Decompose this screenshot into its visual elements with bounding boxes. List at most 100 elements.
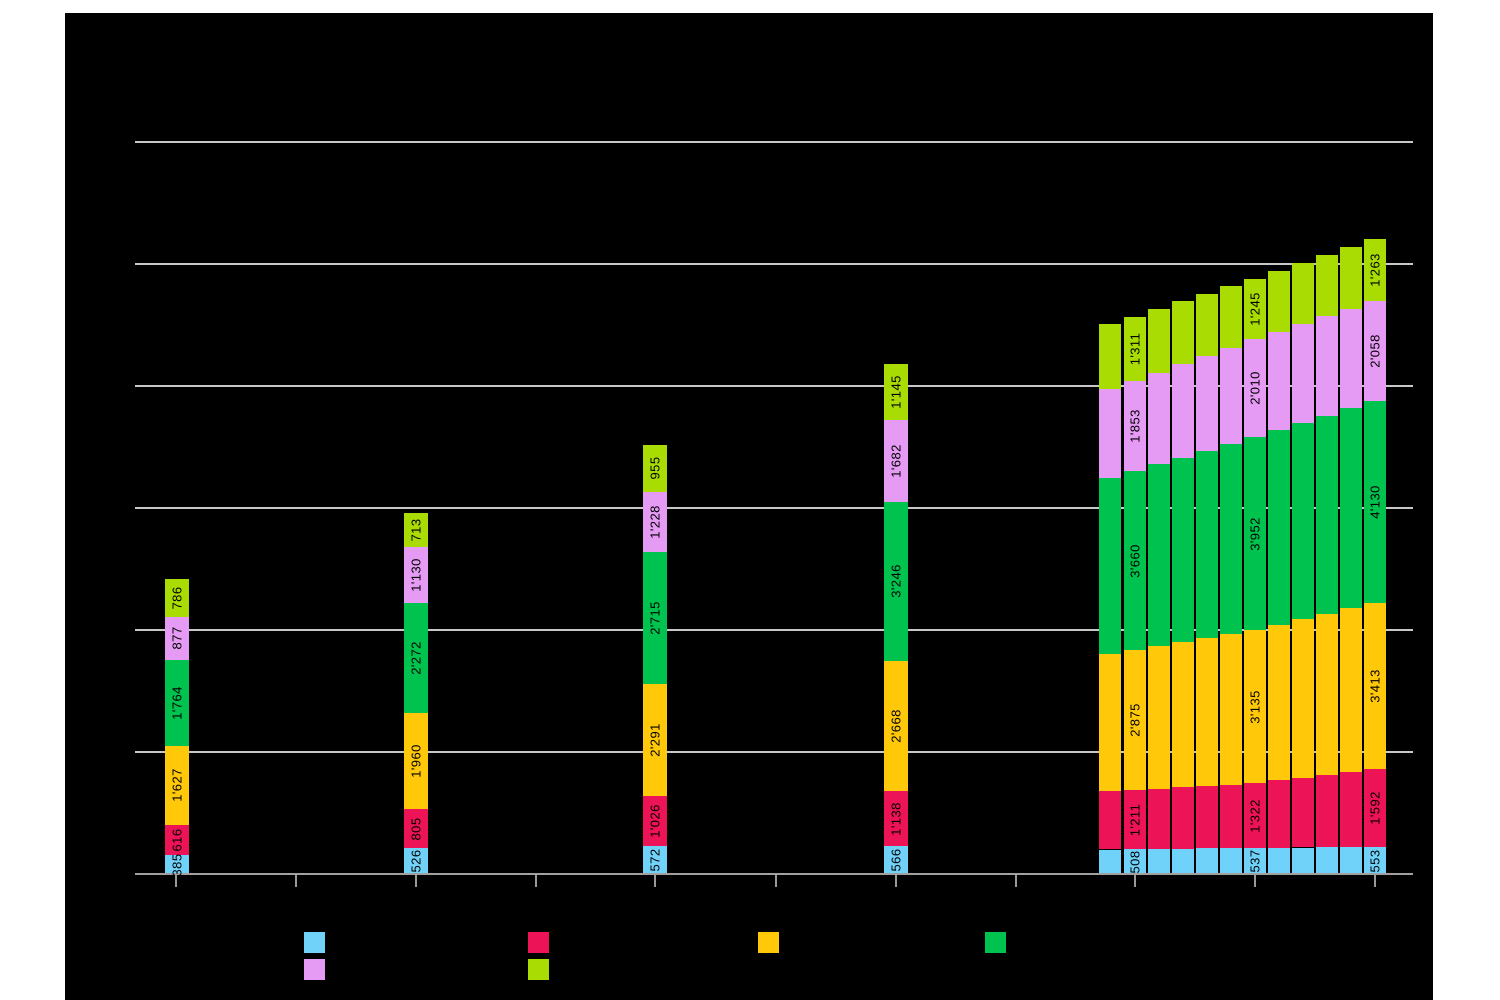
bar-segment-skyblue <box>1099 849 1121 874</box>
bar-segment-skyblue <box>1268 847 1290 874</box>
bar-segment-gold <box>1220 634 1242 785</box>
legend-swatch-crimson <box>528 932 549 953</box>
bar-segment-violet <box>643 491 667 552</box>
bar-segment-yellowgreen <box>1292 262 1314 324</box>
bar-segment-violet <box>1172 364 1194 458</box>
bar-segment-yellowgreen <box>1268 270 1290 332</box>
bar-segment-green <box>1196 450 1218 639</box>
bar-segment-violet <box>1220 347 1242 445</box>
gridline <box>135 629 1413 631</box>
x-axis-tick <box>775 875 777 887</box>
x-axis-tick <box>295 875 297 887</box>
bar-segment-gold <box>1292 619 1314 778</box>
bar-segment-green <box>1316 415 1338 614</box>
bar-segment-crimson <box>1196 786 1218 849</box>
bar-segment-green <box>1172 457 1194 642</box>
bar-segment-yellowgreen <box>1244 278 1266 340</box>
x-axis-line <box>135 873 1413 875</box>
bar-segment-skyblue <box>165 855 189 874</box>
bar-segment-yellowgreen <box>165 578 189 617</box>
bar-segment-crimson <box>1364 769 1386 847</box>
bar-segment-violet <box>1268 331 1290 431</box>
bar-segment-yellowgreen <box>643 445 667 492</box>
bar-segment-violet <box>1316 316 1338 416</box>
x-axis-tick <box>1374 875 1376 887</box>
bar-segment-yellowgreen <box>1148 309 1170 373</box>
bar-segment-violet <box>1124 380 1146 472</box>
bar-segment-yellowgreen <box>1172 301 1194 365</box>
bar-segment-gold <box>1124 649 1146 791</box>
bar-segment-crimson <box>643 796 667 847</box>
bar-segment-skyblue <box>1148 848 1170 874</box>
bar-segment-yellowgreen <box>1124 316 1146 381</box>
bar-segment-green <box>884 502 908 661</box>
bar-segment-crimson <box>1268 780 1290 848</box>
bar-segment-gold <box>1148 645 1170 789</box>
bar-segment-gold <box>404 713 428 810</box>
bar-segment-skyblue <box>884 846 908 874</box>
x-axis-tick <box>175 875 177 887</box>
bar-segment-yellowgreen <box>1340 247 1362 309</box>
bar-segment-crimson <box>884 790 908 847</box>
bar-segment-green <box>1244 437 1266 631</box>
bar-segment-green <box>643 551 667 685</box>
x-axis-tick <box>895 875 897 887</box>
bar-segment-gold <box>1268 624 1290 781</box>
bar-segment-skyblue <box>1292 847 1314 874</box>
bar-segment-gold <box>1244 630 1266 784</box>
bar-segment-green <box>404 602 428 714</box>
bar-segment-green <box>1340 408 1362 609</box>
bar-segment-crimson <box>1148 788 1170 849</box>
bar-segment-green <box>1099 477 1121 654</box>
legend-swatch-green <box>985 932 1006 953</box>
bar-segment-violet <box>1340 308 1362 409</box>
bar-segment-yellowgreen <box>1099 324 1121 390</box>
gridline <box>135 751 1413 753</box>
gridline <box>135 385 1413 387</box>
bar-segment-violet <box>1244 339 1266 438</box>
bar-segment-gold <box>1099 653 1121 792</box>
bar-segment-skyblue <box>1124 849 1146 874</box>
bar-segment-green <box>1124 471 1146 650</box>
bar-segment-gold <box>1364 602 1386 770</box>
x-axis-tick <box>1134 875 1136 887</box>
bar-segment-violet <box>1148 372 1170 465</box>
bar-segment-violet <box>1292 323 1314 423</box>
bar-segment-violet <box>1196 355 1218 451</box>
bar-segment-gold <box>884 660 908 791</box>
bar-segment-crimson <box>1124 790 1146 850</box>
bar-segment-gold <box>1196 638 1218 786</box>
bar-segment-yellowgreen <box>1364 239 1386 301</box>
x-axis-tick <box>535 875 537 887</box>
bar-segment-crimson <box>1099 791 1121 850</box>
gridline <box>135 507 1413 509</box>
bar-segment-crimson <box>1244 783 1266 848</box>
bar-segment-gold <box>1172 642 1194 788</box>
bar-segment-green <box>1220 444 1242 635</box>
bar-segment-green <box>1268 430 1290 625</box>
gridline <box>135 263 1413 265</box>
bar-segment-gold <box>1340 608 1362 773</box>
x-axis-tick <box>1015 875 1017 887</box>
bar-segment-crimson <box>1292 777 1314 848</box>
bar-segment-violet <box>165 616 189 660</box>
x-axis-tick <box>654 875 656 887</box>
bar-segment-gold <box>1316 613 1338 775</box>
legend-swatch-skyblue <box>304 932 325 953</box>
bar-segment-yellowgreen <box>1220 286 1242 348</box>
bar-segment-gold <box>165 745 189 826</box>
bar-segment-violet <box>404 547 428 603</box>
bar-segment-green <box>1292 422 1314 620</box>
bar-segment-skyblue <box>1364 847 1386 874</box>
bar-segment-skyblue <box>404 848 428 874</box>
x-axis-tick <box>1254 875 1256 887</box>
bar-segment-skyblue <box>1172 848 1194 874</box>
bar-segment-green <box>1364 401 1386 603</box>
legend-swatch-yellowgreen <box>528 959 549 980</box>
bar-segment-violet <box>1364 300 1386 402</box>
bar-segment-skyblue <box>643 846 667 874</box>
bar-segment-crimson <box>1172 787 1194 849</box>
